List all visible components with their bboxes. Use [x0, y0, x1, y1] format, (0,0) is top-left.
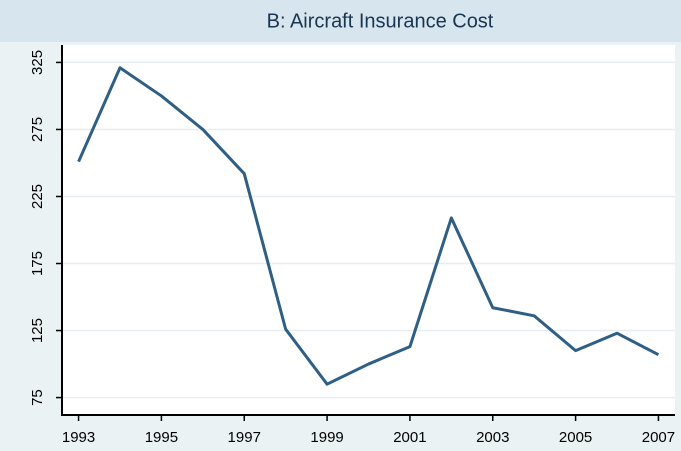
x-tick-label: 1995	[145, 429, 178, 446]
y-tick-label: 125	[29, 318, 46, 343]
x-tick-label: 1997	[228, 429, 261, 446]
x-tick-label: 2001	[393, 429, 426, 446]
x-tick-label: 2005	[559, 429, 592, 446]
x-tick-label: 1993	[62, 429, 95, 446]
plot-region	[62, 45, 675, 415]
line-series	[77, 66, 660, 386]
y-tick-label: 325	[29, 50, 46, 75]
title-band	[0, 0, 681, 42]
chart-title: B: Aircraft Insurance Cost	[267, 10, 494, 32]
y-tick-label: 275	[29, 117, 46, 142]
x-tick-label: 2003	[476, 429, 509, 446]
x-tick-label: 1999	[310, 429, 343, 446]
y-tick-label: 225	[29, 184, 46, 209]
x-tick-label: 2007	[642, 429, 675, 446]
y-tick-label: 75	[29, 389, 46, 406]
y-tick-label: 175	[29, 251, 46, 276]
